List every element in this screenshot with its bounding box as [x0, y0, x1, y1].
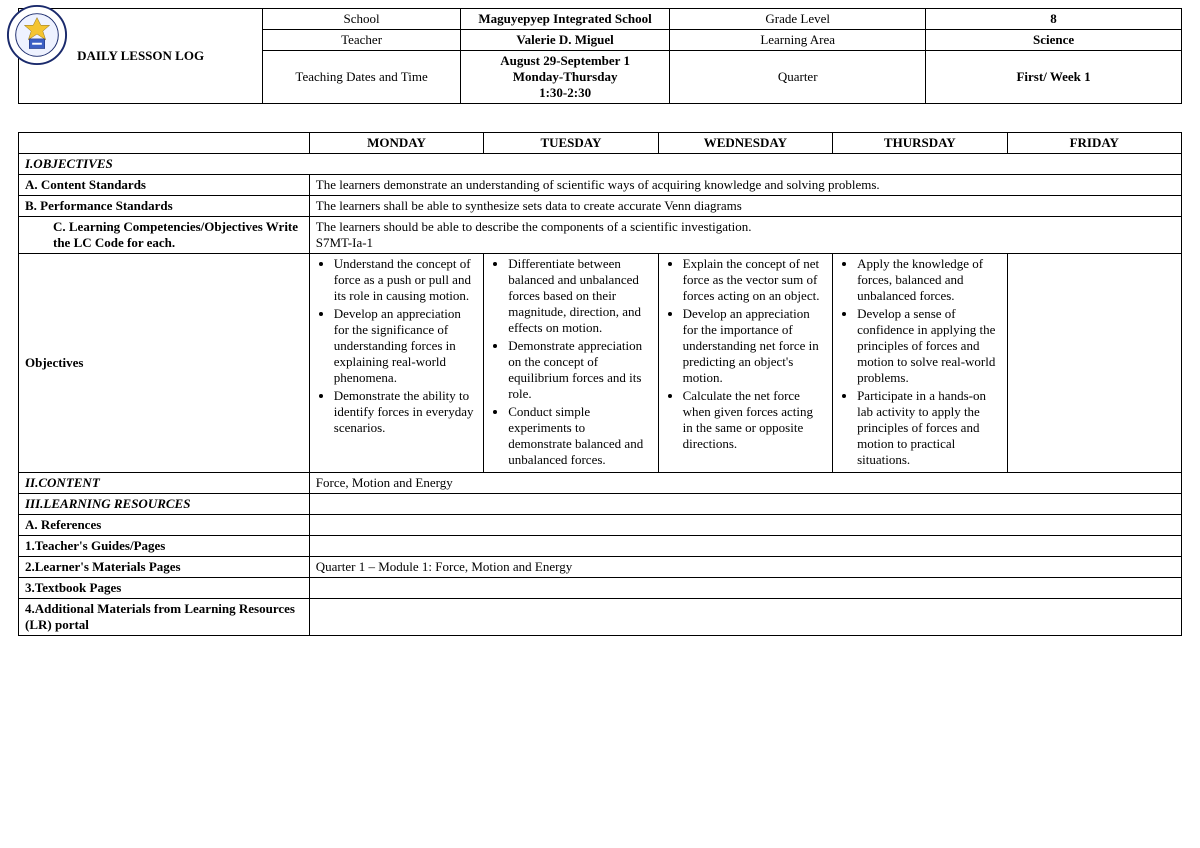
- references-value: [309, 515, 1181, 536]
- day-thursday: THURSDAY: [833, 133, 1007, 154]
- days-row: MONDAY TUESDAY WEDNESDAY THURSDAY FRIDAY: [19, 133, 1182, 154]
- deped-logo: [6, 4, 68, 66]
- content-heading: II.CONTENT: [19, 473, 310, 494]
- references-label: A. References: [19, 515, 310, 536]
- learners-materials-value: Quarter 1 – Module 1: Force, Motion and …: [309, 557, 1181, 578]
- resources-heading: III.LEARNING RESOURCES: [19, 494, 310, 515]
- learners-materials-label: 2.Learner's Materials Pages: [19, 557, 310, 578]
- objective-item: Demonstrate appreciation on the concept …: [508, 338, 651, 402]
- day-friday: FRIDAY: [1007, 133, 1181, 154]
- content-standards-value: The learners demonstrate an understandin…: [309, 175, 1181, 196]
- school-value: Maguyepyep Integrated School: [460, 9, 669, 30]
- objectives-row-label: Objectives: [19, 254, 310, 473]
- learning-competencies-text: The learners should be able to describe …: [316, 219, 752, 234]
- content-value: Force, Motion and Energy: [309, 473, 1181, 494]
- learning-competencies-value: The learners should be able to describe …: [309, 217, 1181, 254]
- objective-item: Explain the concept of net force as the …: [683, 256, 826, 304]
- teachers-guide-value: [309, 536, 1181, 557]
- textbook-pages-value: [309, 578, 1181, 599]
- teacher-value: Valerie D. Miguel: [460, 30, 669, 51]
- day-monday: MONDAY: [309, 133, 483, 154]
- learning-competencies-code: S7MT-Ia-1: [316, 235, 373, 250]
- dates-value: August 29-September 1Monday-Thursday1:30…: [460, 51, 669, 104]
- objectives-friday: [1007, 254, 1181, 473]
- objective-item: Understand the concept of force as a pus…: [334, 256, 477, 304]
- learning-area-value: Science: [926, 30, 1182, 51]
- additional-materials-label: 4.Additional Materials from Learning Res…: [19, 599, 310, 636]
- day-wednesday: WEDNESDAY: [658, 133, 832, 154]
- teachers-guide-label: 1.Teacher's Guides/Pages: [19, 536, 310, 557]
- performance-standards-value: The learners shall be able to synthesize…: [309, 196, 1181, 217]
- grade-level-value: 8: [926, 9, 1182, 30]
- objective-item: Conduct simple experiments to demonstrat…: [508, 404, 651, 468]
- teacher-label: Teacher: [263, 30, 461, 51]
- objective-item: Calculate the net force when given force…: [683, 388, 826, 452]
- day-tuesday: TUESDAY: [484, 133, 658, 154]
- objectives-thursday: Apply the knowledge of forces, balanced …: [833, 254, 1007, 473]
- objective-item: Participate in a hands-on lab activity t…: [857, 388, 1000, 468]
- learning-competencies-label: C. Learning Competencies/Objectives Writ…: [19, 217, 310, 254]
- content-standards-label: A. Content Standards: [19, 175, 310, 196]
- quarter-label: Quarter: [670, 51, 926, 104]
- school-label: School: [263, 9, 461, 30]
- objectives-wednesday: Explain the concept of net force as the …: [658, 254, 832, 473]
- objective-item: Develop an appreciation for the signific…: [334, 306, 477, 386]
- lesson-log-header-table: DAILY LESSON LOG School Maguyepyep Integ…: [18, 8, 1182, 104]
- dates-label: Teaching Dates and Time: [263, 51, 461, 104]
- objective-item: Develop a sense of confidence in applyin…: [857, 306, 1000, 386]
- performance-standards-label: B. Performance Standards: [19, 196, 310, 217]
- grade-level-label: Grade Level: [670, 9, 926, 30]
- objective-item: Apply the knowledge of forces, balanced …: [857, 256, 1000, 304]
- textbook-pages-label: 3.Textbook Pages: [19, 578, 310, 599]
- resources-value: [309, 494, 1181, 515]
- objectives-tuesday: Differentiate between balanced and unbal…: [484, 254, 658, 473]
- quarter-value: First/ Week 1: [926, 51, 1182, 104]
- objective-item: Differentiate between balanced and unbal…: [508, 256, 651, 336]
- objectives-monday: Understand the concept of force as a pus…: [309, 254, 483, 473]
- lesson-log-main-table: MONDAY TUESDAY WEDNESDAY THURSDAY FRIDAY…: [18, 132, 1182, 636]
- learning-area-label: Learning Area: [670, 30, 926, 51]
- objective-item: Develop an appreciation for the importan…: [683, 306, 826, 386]
- objectives-heading: I.OBJECTIVES: [19, 154, 1182, 175]
- additional-materials-value: [309, 599, 1181, 636]
- objective-item: Demonstrate the ability to identify forc…: [334, 388, 477, 436]
